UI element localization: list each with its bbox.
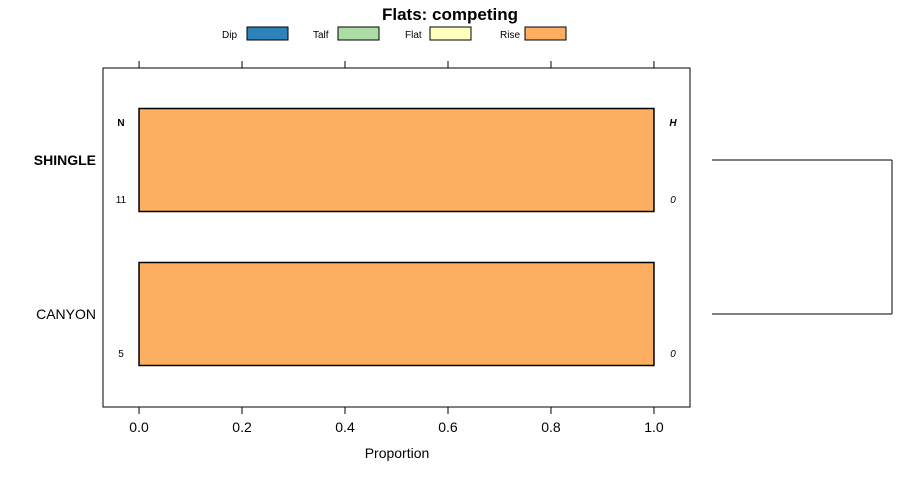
dendrogram: [712, 159, 893, 315]
x-tick-label: 0.2: [232, 419, 252, 435]
x-tick-label: 0.4: [335, 419, 355, 435]
bar-shingle-rise: [138, 107, 655, 213]
legend-swatch-talf: [337, 26, 380, 41]
category-label-canyon: CANYON: [36, 306, 96, 322]
category-labels: SHINGLE CANYON: [34, 152, 96, 322]
annotations: N H 11 5 0 0: [116, 118, 678, 360]
n-value: 11: [116, 195, 127, 206]
legend-swatch-flat: [429, 26, 472, 41]
n-value: 5: [118, 349, 124, 360]
legend-label-rise: Rise: [500, 30, 520, 41]
legend-label-flat: Flat: [405, 30, 422, 41]
h-header: H: [669, 118, 677, 129]
n-header: N: [117, 118, 124, 129]
x-axis: 0.0 0.2 0.4 0.6 0.8 1.0: [129, 61, 664, 435]
legend-swatch-rise: [524, 26, 567, 41]
legend-label-talf: Talf: [313, 30, 329, 41]
plot-frame: [102, 67, 691, 408]
bars: [138, 107, 655, 367]
legend-label-dip: Dip: [222, 30, 237, 41]
chart-title: Flats: competing: [382, 5, 518, 24]
x-axis-label: Proportion: [365, 445, 430, 461]
category-label-shingle: SHINGLE: [34, 152, 96, 168]
x-tick-label: 0.8: [541, 419, 561, 435]
h-value: 0: [670, 195, 676, 206]
legend: Dip Talf Flat Rise: [222, 26, 567, 41]
legend-swatch-dip: [246, 26, 289, 41]
x-tick-label: 1.0: [644, 419, 664, 435]
bar-canyon-rise: [138, 261, 655, 367]
h-value: 0: [670, 349, 676, 360]
x-tick-label: 0.0: [129, 419, 149, 435]
x-tick-label: 0.6: [438, 419, 458, 435]
